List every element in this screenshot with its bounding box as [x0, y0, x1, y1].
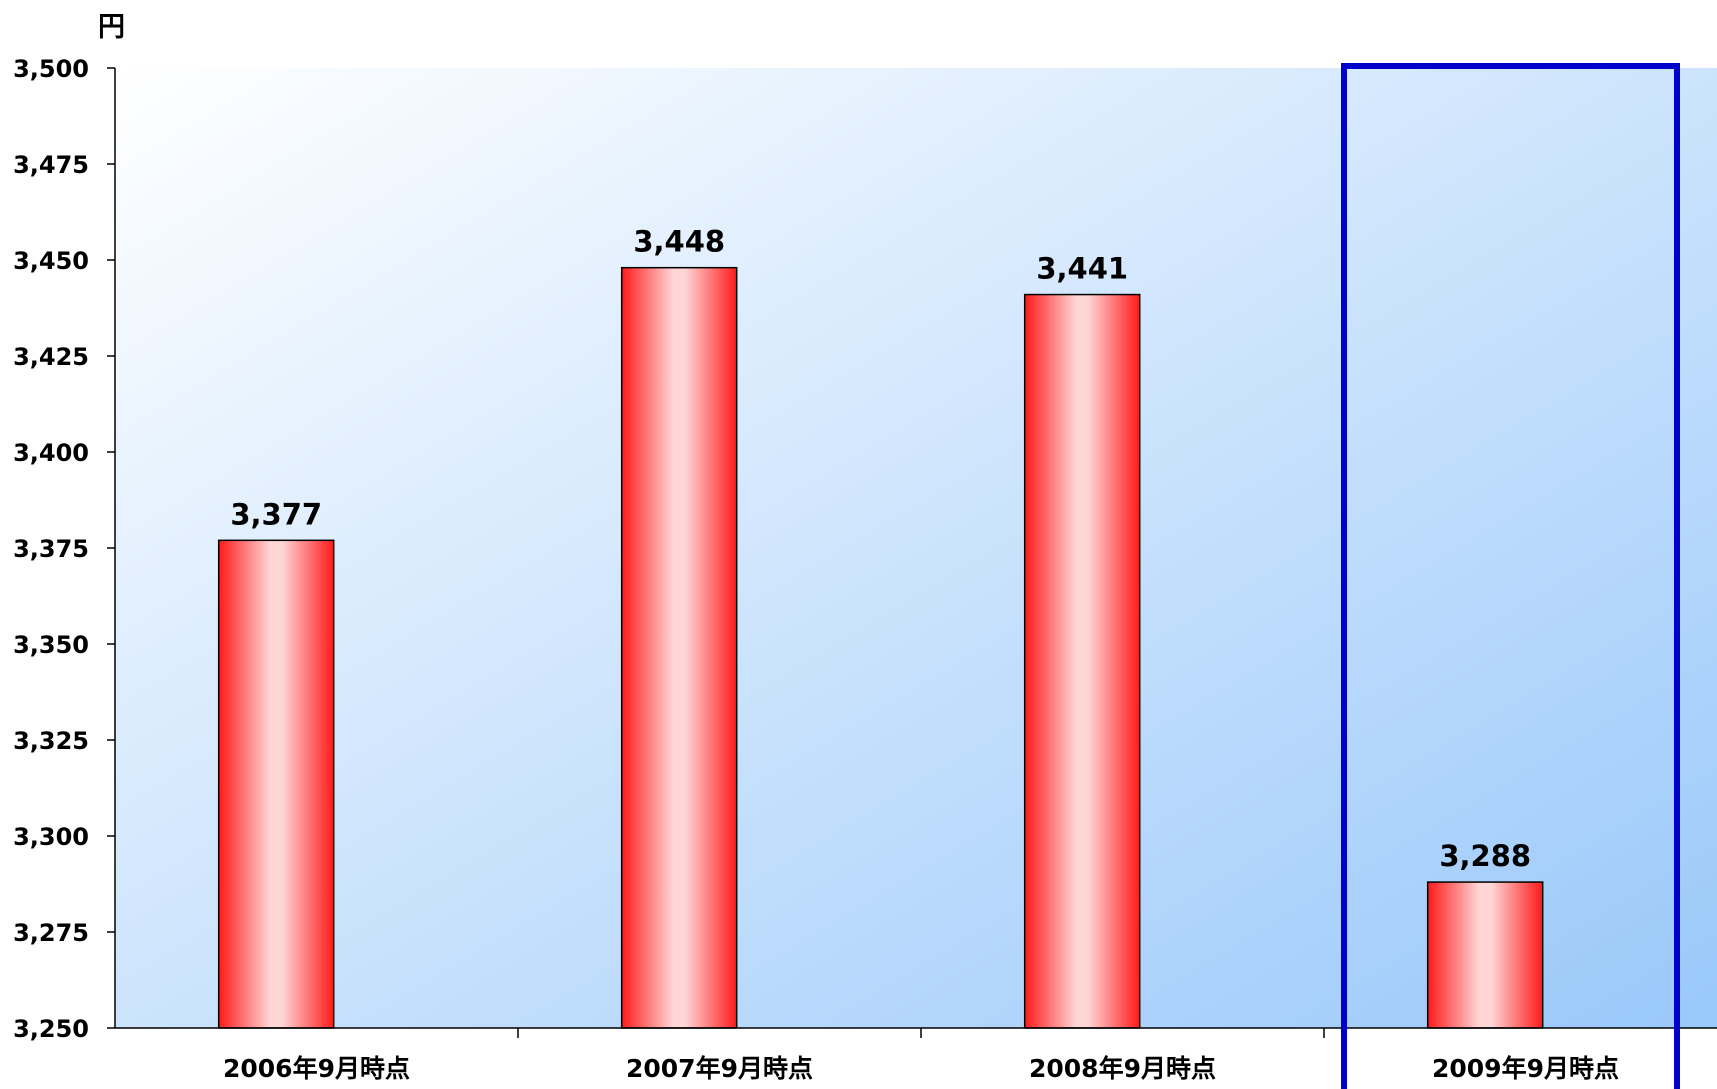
- category-label: 2007年9月時点: [626, 1054, 813, 1083]
- data-label: 3,441: [1036, 252, 1128, 286]
- x-axis-ticks: [517, 1028, 1325, 1038]
- bar: [217, 539, 335, 1029]
- y-tick-label: 3,250: [13, 1015, 89, 1043]
- y-tick-label: 3,475: [13, 151, 89, 179]
- y-tick-label: 3,300: [13, 823, 89, 851]
- category-label: 2009年9月時点: [1432, 1054, 1619, 1083]
- bar: [1426, 881, 1544, 1029]
- y-tick-label: 3,450: [13, 247, 89, 275]
- data-label: 3,377: [230, 497, 322, 531]
- y-tick-label: 3,325: [13, 727, 89, 755]
- y-tick-label: 3,400: [13, 439, 89, 467]
- data-labels: 3,377 3,448 3,441 3,288: [230, 225, 1531, 873]
- category-label: 2006年9月時点: [223, 1054, 410, 1083]
- y-tick-label: 3,350: [13, 631, 89, 659]
- category-label: 2008年9月時点: [1029, 1054, 1216, 1083]
- y-axis-unit-label: 円: [98, 12, 125, 43]
- highlight-box: [1341, 63, 1680, 1089]
- bar: [1023, 293, 1141, 1029]
- category-labels: 2006年9月時点 2007年9月時点 2008年9月時点 2009年9月時点: [223, 1054, 1619, 1083]
- y-tick-label: 3,275: [13, 919, 89, 947]
- bar: [620, 266, 738, 1029]
- y-tick-label: 3,375: [13, 535, 89, 563]
- y-axis-ticks: 3,250 3,275 3,300 3,325 3,350 3,375 3,400 3,425…: [13, 55, 115, 1043]
- bars: [217, 266, 1544, 1029]
- data-label: 3,288: [1439, 839, 1531, 873]
- data-label: 3,448: [633, 225, 725, 259]
- plot-area: [115, 68, 1717, 1028]
- y-tick-label: 3,425: [13, 343, 89, 371]
- y-tick-label: 3,500: [13, 55, 89, 83]
